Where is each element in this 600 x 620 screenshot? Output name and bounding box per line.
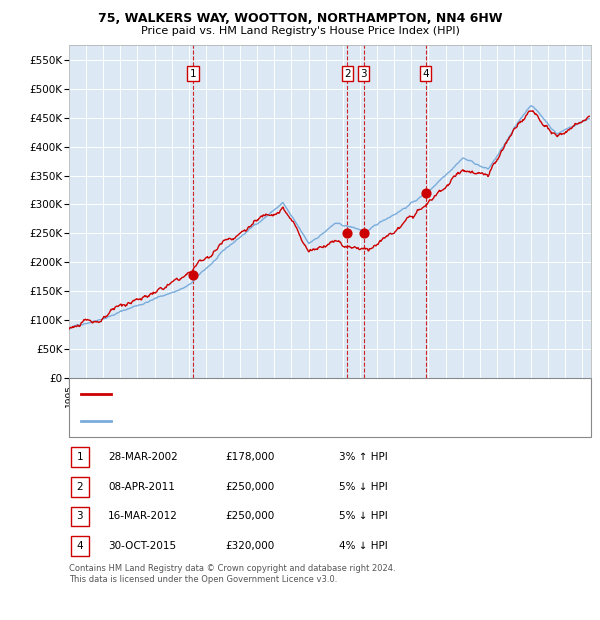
Text: 28-MAR-2002: 28-MAR-2002	[108, 452, 178, 462]
Text: 3: 3	[360, 69, 367, 79]
Text: 5% ↓ HPI: 5% ↓ HPI	[339, 512, 388, 521]
Text: 4: 4	[76, 541, 83, 551]
Text: Price paid vs. HM Land Registry's House Price Index (HPI): Price paid vs. HM Land Registry's House …	[140, 26, 460, 36]
Text: 4: 4	[422, 69, 429, 79]
Text: 2: 2	[344, 69, 351, 79]
Text: 16-MAR-2012: 16-MAR-2012	[108, 512, 178, 521]
Text: 2: 2	[76, 482, 83, 492]
Text: 30-OCT-2015: 30-OCT-2015	[108, 541, 176, 551]
Point	[421, 188, 430, 198]
Point	[188, 270, 197, 280]
Text: 1: 1	[190, 69, 196, 79]
Point	[343, 229, 352, 239]
Text: £320,000: £320,000	[225, 541, 274, 551]
Text: £250,000: £250,000	[225, 482, 274, 492]
Text: £250,000: £250,000	[225, 512, 274, 521]
Text: 75, WALKERS WAY, WOOTTON, NORTHAMPTON, NN4 6HW (detached house): 75, WALKERS WAY, WOOTTON, NORTHAMPTON, N…	[116, 389, 488, 399]
Text: 3% ↑ HPI: 3% ↑ HPI	[339, 452, 388, 462]
Text: 75, WALKERS WAY, WOOTTON, NORTHAMPTON, NN4 6HW: 75, WALKERS WAY, WOOTTON, NORTHAMPTON, N…	[98, 12, 502, 25]
Text: 4% ↓ HPI: 4% ↓ HPI	[339, 541, 388, 551]
Text: 08-APR-2011: 08-APR-2011	[108, 482, 175, 492]
Text: HPI: Average price, detached house, West Northamptonshire: HPI: Average price, detached house, West…	[116, 416, 413, 426]
Text: 1: 1	[76, 452, 83, 462]
Text: 5% ↓ HPI: 5% ↓ HPI	[339, 482, 388, 492]
Point	[359, 229, 368, 239]
Text: Contains HM Land Registry data © Crown copyright and database right 2024.
This d: Contains HM Land Registry data © Crown c…	[69, 564, 395, 583]
Text: £178,000: £178,000	[225, 452, 274, 462]
Text: 3: 3	[76, 512, 83, 521]
